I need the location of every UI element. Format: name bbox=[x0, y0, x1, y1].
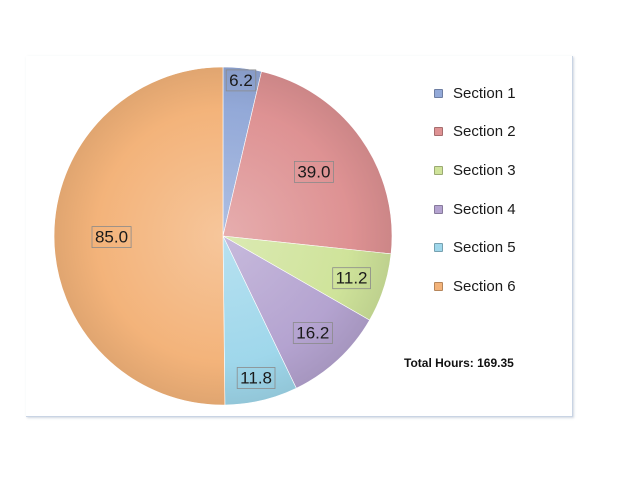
data-label-text: 85.0 bbox=[95, 228, 128, 247]
legend-item-section-5: Section 5 bbox=[434, 228, 516, 267]
pie-data-labels: 6.2 39.0 11.2 16.2 11.8 85.0 bbox=[91, 69, 371, 389]
data-label-box bbox=[236, 367, 276, 389]
data-label-box bbox=[332, 267, 371, 290]
legend-swatch bbox=[434, 204, 443, 214]
legend-swatch bbox=[434, 165, 443, 175]
data-label-box bbox=[91, 226, 132, 249]
data-label-text: 16.2 bbox=[296, 324, 329, 343]
legend-item-section-4: Section 4 bbox=[434, 190, 516, 229]
data-label-section-6: 85.0 bbox=[91, 226, 132, 249]
pie-slice-section-4 bbox=[222, 235, 370, 389]
data-label-section-2: 39.0 bbox=[293, 160, 334, 183]
legend-label: Section 6 bbox=[453, 277, 516, 295]
legend-label: Section 4 bbox=[453, 200, 516, 218]
pie-slice-section-2 bbox=[222, 71, 393, 255]
data-label-text: 6.2 bbox=[229, 71, 253, 90]
data-label-box bbox=[292, 322, 333, 344]
data-label-box bbox=[225, 69, 257, 92]
legend-item-section-6: Section 6 bbox=[434, 267, 516, 306]
data-label-text: 11.8 bbox=[240, 369, 272, 388]
data-label-section-4: 16.2 bbox=[292, 322, 333, 344]
pie-slice-section-6 bbox=[53, 66, 226, 406]
data-label-section-1: 6.2 bbox=[225, 69, 257, 92]
legend-swatch bbox=[434, 281, 443, 291]
legend-label: Section 3 bbox=[453, 161, 516, 179]
pie-slices bbox=[53, 66, 393, 406]
legend-label: Section 5 bbox=[453, 239, 516, 257]
chart-legend: Section 1 Section 2 Section 3 Section 4 Sect… bbox=[434, 74, 516, 306]
data-label-box bbox=[293, 160, 334, 183]
legend-swatch bbox=[434, 243, 443, 253]
data-label-section-3: 11.2 bbox=[332, 267, 371, 290]
legend-item-section-3: Section 3 bbox=[434, 151, 516, 190]
data-label-section-5: 11.8 bbox=[236, 367, 276, 389]
legend-label: Section 2 bbox=[453, 123, 516, 141]
legend-item-section-1: Section 1 bbox=[434, 74, 516, 113]
data-label-text: 39.0 bbox=[297, 162, 330, 181]
total-hours-annotation: Total Hours: 169.35 bbox=[404, 356, 514, 370]
legend-swatch bbox=[434, 88, 443, 98]
data-label-text: 11.2 bbox=[336, 269, 368, 288]
legend-swatch bbox=[434, 127, 443, 137]
legend-label: Section 1 bbox=[453, 84, 516, 102]
legend-item-section-2: Section 2 bbox=[434, 113, 516, 152]
